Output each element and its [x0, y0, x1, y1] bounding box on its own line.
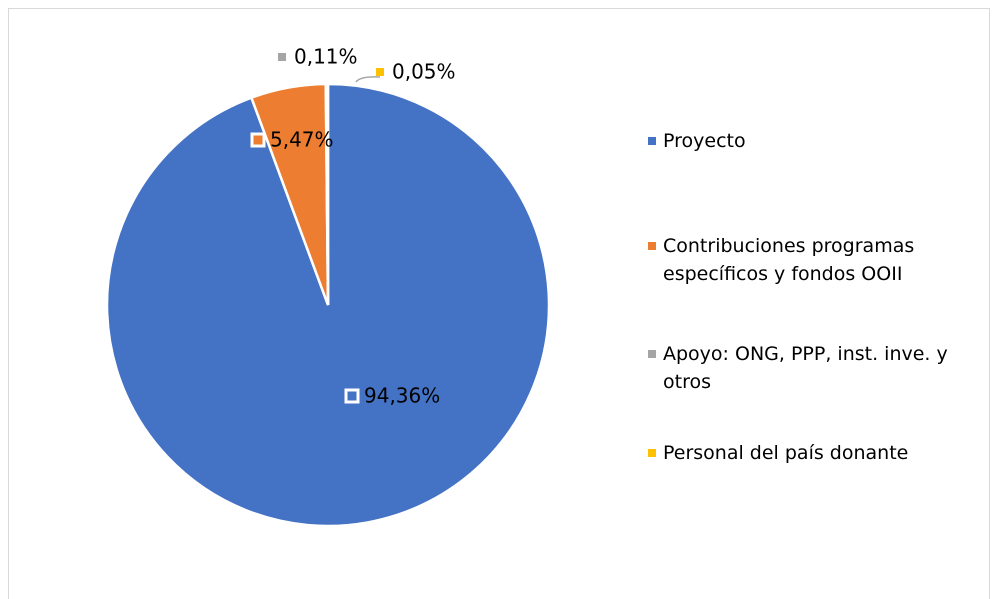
label-key: [278, 53, 286, 61]
label-key: [344, 388, 360, 404]
legend-key: [648, 350, 656, 358]
legend-label: Personal del país donante: [663, 442, 909, 464]
data-label: 0,11%: [294, 45, 358, 69]
legend-key: [648, 137, 656, 145]
label-key: [250, 132, 266, 148]
leader-line: [355, 76, 381, 83]
pie-slice: [326, 82, 330, 306]
chart-frame: [8, 8, 990, 599]
data-label: 0,05%: [392, 60, 456, 84]
legend-label: Contribuciones programas específicos y f…: [663, 235, 915, 285]
label-key: [376, 68, 384, 76]
legend-label: Proyecto: [663, 130, 746, 152]
legend-label: Apoyo: ONG, PPP, inst. inve. y otros: [663, 343, 948, 393]
legend-key: [648, 449, 656, 457]
data-label: 94,36%: [364, 384, 440, 408]
data-label: 5,47%: [270, 128, 334, 152]
legend-key: [648, 242, 656, 250]
